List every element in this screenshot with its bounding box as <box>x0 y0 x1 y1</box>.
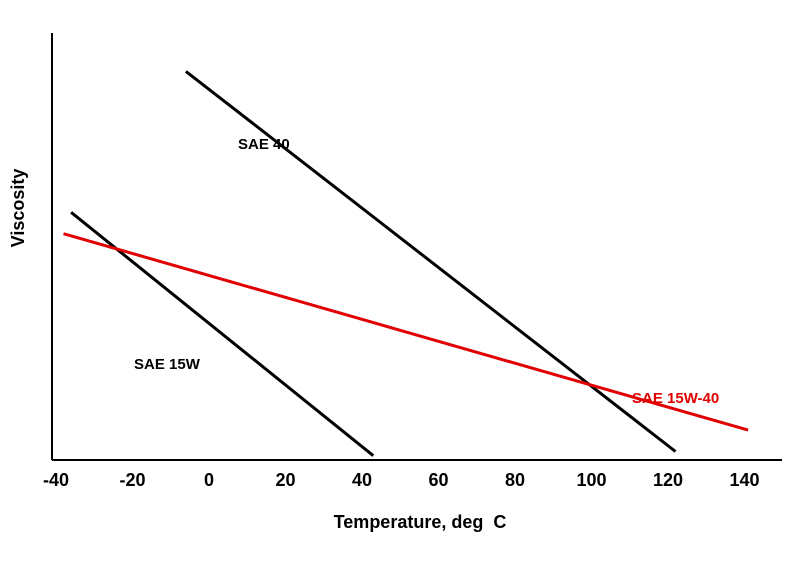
series-labels: SAE 40 SAE 15W SAE 15W-40 <box>134 136 719 407</box>
x-tick-labels: -40 -20 0 20 40 60 80 100 120 140 <box>43 470 760 490</box>
series-layer <box>63 70 749 457</box>
x-tick-label: 80 <box>505 470 525 490</box>
x-tick-label: 140 <box>729 470 759 490</box>
x-tick-label: 0 <box>204 470 214 490</box>
x-tick-label: -40 <box>43 470 69 490</box>
x-tick-label: 100 <box>576 470 606 490</box>
series-label: SAE 15W <box>134 356 201 373</box>
series-line <box>184 70 677 453</box>
x-tick-label: -20 <box>119 470 145 490</box>
x-tick-label: 60 <box>428 470 448 490</box>
series-label: SAE 15W-40 <box>632 390 719 407</box>
x-tick-label: 20 <box>275 470 295 490</box>
series-label: SAE 40 <box>238 136 290 153</box>
x-tick-label: 120 <box>653 470 683 490</box>
series-line <box>63 232 749 432</box>
x-axis-title: Temperature, deg C <box>334 512 507 532</box>
y-axis-title: Viscosity <box>8 169 28 248</box>
series-line <box>70 211 375 457</box>
x-tick-label: 40 <box>352 470 372 490</box>
